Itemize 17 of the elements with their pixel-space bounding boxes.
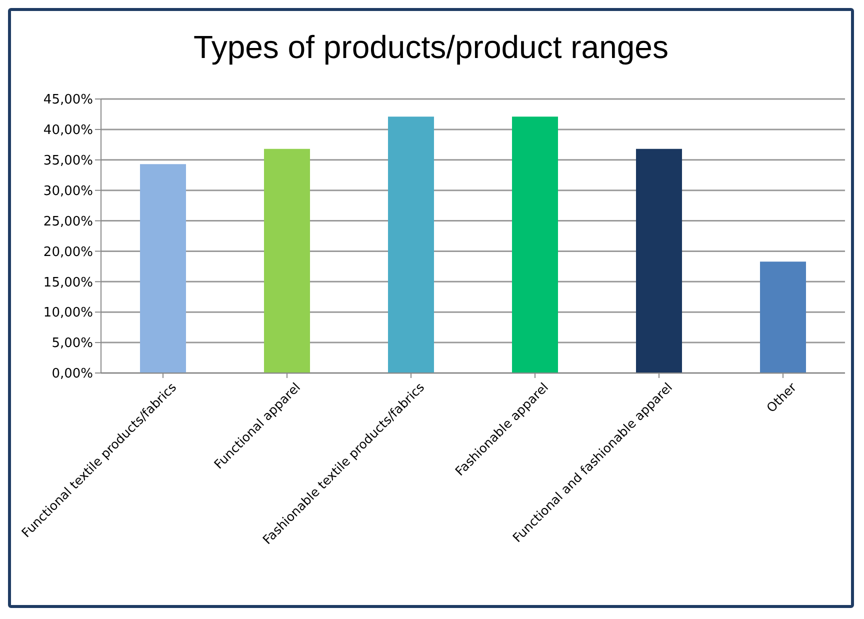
bar — [140, 164, 186, 373]
y-tick-label: 5,00% — [52, 336, 93, 352]
bar — [388, 116, 434, 373]
y-tick-label: 35,00% — [43, 154, 93, 169]
y-tick-label: 45,00% — [43, 92, 93, 108]
bar — [760, 262, 806, 373]
y-tick-label: 0,00% — [52, 366, 93, 382]
bar — [512, 116, 558, 373]
y-tick-label: 30,00% — [43, 184, 93, 199]
y-tick-label: 20,00% — [43, 244, 93, 260]
chart-title: Types of products/product ranges — [192, 29, 670, 66]
bar — [264, 148, 310, 373]
y-tick-label: 25,00% — [43, 214, 93, 230]
y-tick-label: 15,00% — [43, 275, 93, 290]
y-tick-label: 10,00% — [43, 306, 93, 321]
bar — [636, 148, 682, 373]
y-tick-label: 40,00% — [43, 123, 93, 138]
